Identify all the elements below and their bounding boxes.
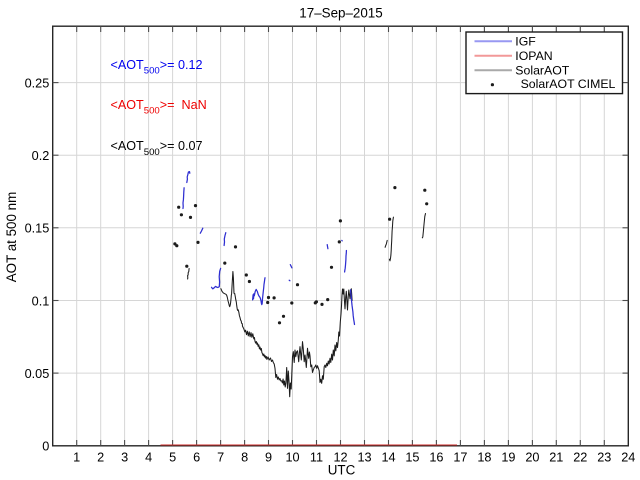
svg-text:20: 20 <box>525 451 539 465</box>
svg-text:16: 16 <box>429 451 443 465</box>
svg-text:0.1: 0.1 <box>32 294 50 308</box>
svg-text:7: 7 <box>217 451 224 465</box>
svg-text:0.05: 0.05 <box>25 367 50 381</box>
svg-text:SolarAOT CIMEL: SolarAOT CIMEL <box>521 77 616 91</box>
svg-text:0.2: 0.2 <box>32 149 50 163</box>
svg-text:19: 19 <box>501 451 515 465</box>
svg-text:15: 15 <box>405 451 419 465</box>
svg-text:5: 5 <box>169 451 176 465</box>
svg-text:6: 6 <box>193 451 200 465</box>
svg-text:IGF: IGF <box>515 34 536 48</box>
svg-text:0.15: 0.15 <box>25 222 50 236</box>
svg-text:IOPAN: IOPAN <box>515 49 552 63</box>
svg-text:8: 8 <box>241 451 248 465</box>
svg-text:13: 13 <box>357 451 371 465</box>
svg-text:10: 10 <box>285 451 299 465</box>
svg-text:14: 14 <box>381 451 395 465</box>
svg-text:24: 24 <box>621 451 635 465</box>
svg-text:23: 23 <box>597 451 611 465</box>
svg-text:17–Sep–2015: 17–Sep–2015 <box>299 6 382 21</box>
svg-text:0: 0 <box>42 440 49 454</box>
svg-text:9: 9 <box>265 451 272 465</box>
svg-text:0.25: 0.25 <box>25 76 50 90</box>
svg-text:1: 1 <box>73 451 80 465</box>
svg-text:2: 2 <box>97 451 104 465</box>
svg-text:22: 22 <box>573 451 587 465</box>
svg-text:18: 18 <box>477 451 491 465</box>
svg-text:12: 12 <box>333 451 347 465</box>
svg-text:17: 17 <box>453 451 467 465</box>
svg-text:SolarAOT: SolarAOT <box>515 63 569 77</box>
svg-text:UTC: UTC <box>328 462 356 477</box>
svg-text:11: 11 <box>310 451 323 465</box>
svg-text:21: 21 <box>549 451 563 465</box>
svg-text:AOT at 500 nm: AOT at 500 nm <box>4 192 19 283</box>
svg-text:4: 4 <box>145 451 152 465</box>
svg-text:3: 3 <box>121 451 128 465</box>
